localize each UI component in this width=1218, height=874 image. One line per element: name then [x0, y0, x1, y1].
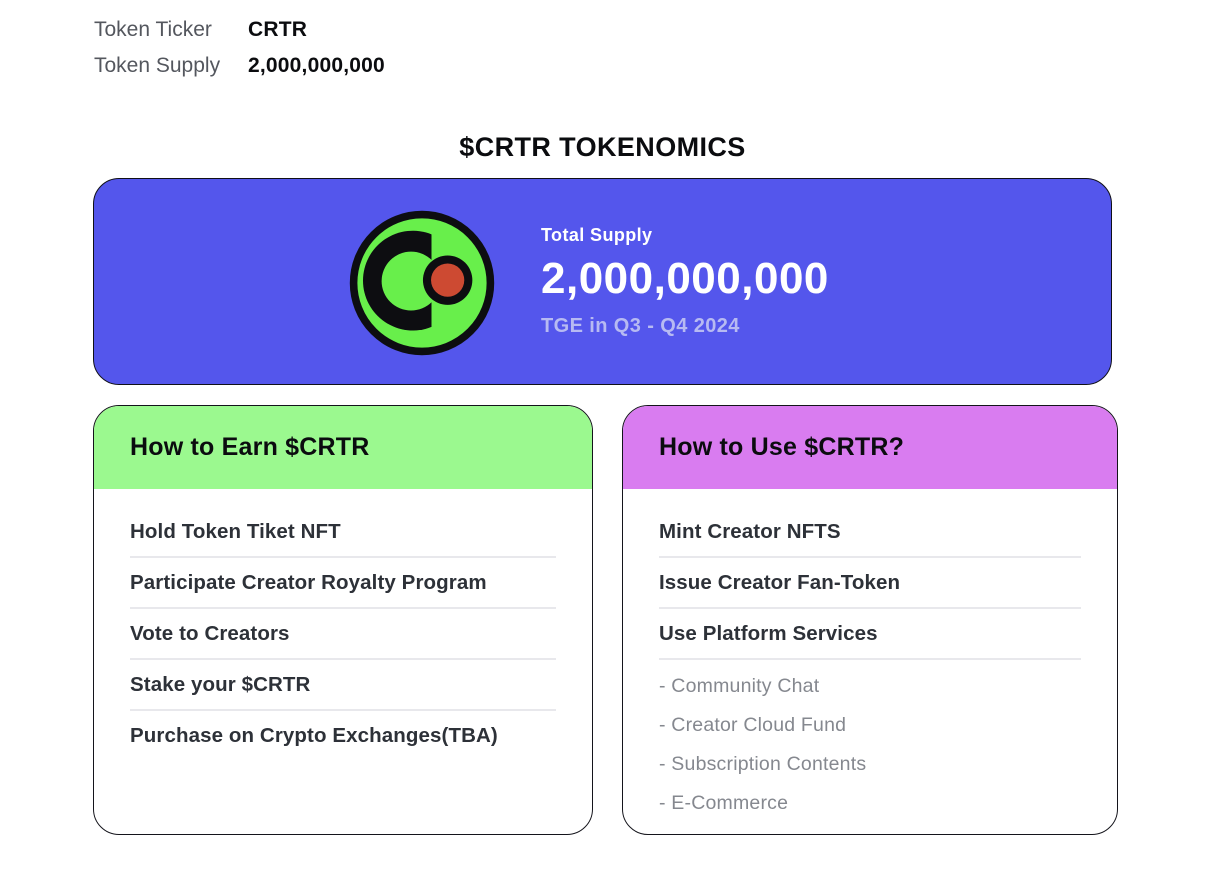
- token-ticker-label: Token Ticker: [94, 18, 212, 41]
- use-list-item: Mint Creator NFTS: [659, 507, 1081, 558]
- use-list-item: Issue Creator Fan-Token: [659, 558, 1081, 609]
- total-supply-label: Total Supply: [541, 225, 653, 245]
- use-sub-list-item-label: - Creator Cloud Fund: [659, 714, 847, 736]
- page-title: $CRTR TOKENOMICS: [459, 132, 746, 162]
- total-supply-value: 2,000,000,000: [541, 254, 829, 303]
- use-sub-list-item: - Creator Cloud Fund: [659, 706, 1081, 745]
- token-info-block: Token Ticker CRTR Token Supply 2,000,000…: [94, 12, 385, 84]
- earn-card-list: Hold Token Tiket NFT Participate Creator…: [94, 489, 592, 760]
- token-supply-value: 2,000,000,000: [248, 54, 385, 77]
- earn-list-item: Vote to Creators: [130, 609, 556, 660]
- use-sub-list-item: - Subscription Contents: [659, 745, 1081, 784]
- earn-list-item: Hold Token Tiket NFT: [130, 507, 556, 558]
- use-card-header: How to Use $CRTR?: [623, 406, 1117, 489]
- earn-list-item: Participate Creator Royalty Program: [130, 558, 556, 609]
- use-sub-list-item: - Community Chat: [659, 667, 1081, 706]
- use-sub-list-item-label: - E-Commerce: [659, 792, 789, 814]
- token-ticker-row: Token Ticker CRTR: [94, 12, 385, 48]
- crtr-token-logo-icon: [349, 210, 495, 356]
- use-card-list: Mint Creator NFTS Issue Creator Fan-Toke…: [659, 507, 1081, 660]
- use-card-sub-list: - Community Chat - Creator Cloud Fund - …: [659, 667, 1081, 823]
- use-card-body: Mint Creator NFTS Issue Creator Fan-Toke…: [623, 489, 1117, 823]
- use-list-item-label: Mint Creator NFTS: [659, 520, 841, 543]
- earn-card: How to Earn $CRTR Hold Token Tiket NFT P…: [93, 405, 593, 835]
- earn-list-item-label: Hold Token Tiket NFT: [130, 520, 341, 543]
- use-list-item-label: Issue Creator Fan-Token: [659, 571, 901, 594]
- earn-list-item-label: Purchase on Crypto Exchanges(TBA): [130, 724, 498, 747]
- use-list-item-label: Use Platform Services: [659, 622, 878, 645]
- use-list-item: Use Platform Services: [659, 609, 1081, 660]
- earn-card-header: How to Earn $CRTR: [94, 406, 592, 489]
- earn-list-item: Purchase on Crypto Exchanges(TBA): [130, 711, 556, 760]
- use-sub-list-item-label: - Subscription Contents: [659, 753, 867, 775]
- earn-list-item: Stake your $CRTR: [130, 660, 556, 711]
- earn-card-title: How to Earn $CRTR: [130, 433, 370, 461]
- earn-list-item-label: Vote to Creators: [130, 622, 290, 645]
- total-supply-text-block: Total Supply 2,000,000,000 TGE in Q3 - Q…: [541, 225, 829, 338]
- total-supply-banner: Total Supply 2,000,000,000 TGE in Q3 - Q…: [93, 178, 1112, 385]
- use-card: How to Use $CRTR? Mint Creator NFTS Issu…: [622, 405, 1118, 835]
- use-sub-list-item: - E-Commerce: [659, 784, 1081, 823]
- earn-list-item-label: Participate Creator Royalty Program: [130, 571, 487, 594]
- token-supply-label: Token Supply: [94, 54, 221, 77]
- tge-date-text: TGE in Q3 - Q4 2024: [541, 315, 740, 337]
- use-sub-list-item-label: - Community Chat: [659, 675, 820, 697]
- token-supply-row: Token Supply 2,000,000,000: [94, 48, 385, 84]
- earn-list-item-label: Stake your $CRTR: [130, 673, 311, 696]
- use-card-title: How to Use $CRTR?: [659, 433, 905, 461]
- token-ticker-value: CRTR: [248, 18, 308, 41]
